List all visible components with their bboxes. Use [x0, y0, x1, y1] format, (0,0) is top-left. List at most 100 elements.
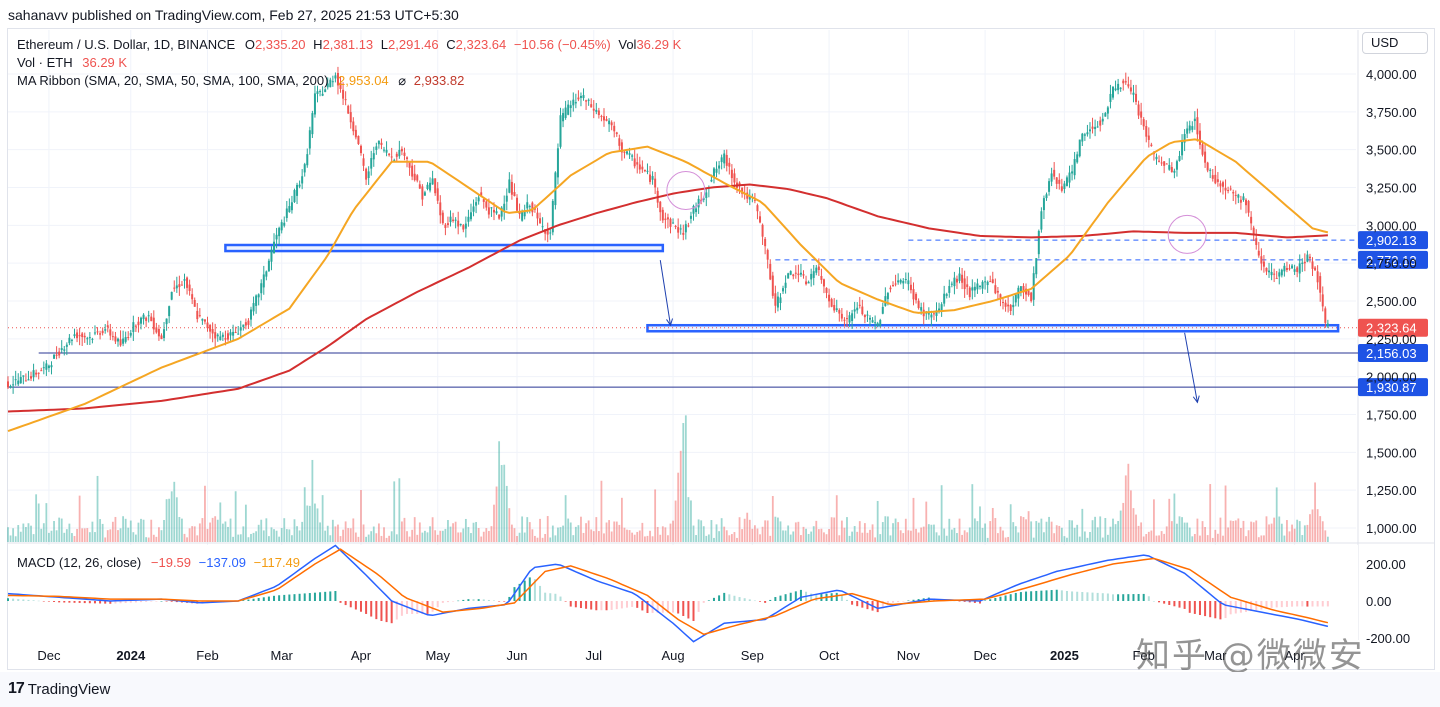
volume-bar [692, 525, 695, 542]
candle-body [1150, 144, 1153, 147]
volume-bar [45, 503, 48, 542]
candle-body [723, 153, 726, 164]
volume-bar [1066, 537, 1068, 542]
candle-body [582, 95, 585, 99]
candle-body [1060, 186, 1063, 191]
volume-bar [1165, 526, 1168, 542]
volume-bar [521, 516, 524, 542]
volume-bar [326, 525, 329, 542]
candle-body [628, 153, 631, 155]
volume-bar [94, 532, 96, 542]
candle-body [296, 184, 299, 196]
volume-bar [293, 519, 296, 542]
candle-body [1316, 271, 1319, 283]
macd-hist-bar [1214, 601, 1217, 619]
candle-body [810, 273, 813, 280]
volume-bar [973, 518, 976, 542]
candle-body [526, 202, 529, 209]
volume-bar [963, 530, 966, 542]
legend-ma-title[interactable]: MA Ribbon (SMA, 20, SMA, 50, SMA, 100, S… [17, 73, 329, 88]
candle-body [311, 113, 314, 135]
candle-body [989, 281, 992, 283]
macd-hist-bar [446, 601, 449, 603]
volume-bar [792, 531, 795, 542]
volume-bar [1242, 520, 1245, 542]
macd-hist-bar [53, 601, 56, 602]
candle-body [308, 130, 311, 149]
volume-bar [124, 518, 127, 542]
price-axis-label: 1,000.00 [1366, 521, 1417, 536]
candle-body [380, 142, 383, 145]
macd-hist-bar [738, 597, 741, 601]
candle-body [35, 372, 38, 375]
macd-hist-bar [1245, 601, 1248, 612]
volume-bar [884, 516, 887, 542]
volume-bar [526, 517, 529, 542]
candle-body [12, 384, 15, 386]
volume-bar [390, 531, 393, 542]
macd-hist-bar [155, 601, 158, 602]
macd-hist-bar [963, 601, 966, 602]
volume-bar [500, 465, 503, 542]
candle-body [1065, 177, 1068, 186]
candle-body [124, 337, 127, 342]
candle-body [165, 318, 168, 325]
volume-bar [268, 536, 270, 542]
macd-hist-bar [605, 601, 608, 611]
legend-symbol[interactable]: Ethereum / U.S. Dollar, 1D, BINANCE [17, 37, 236, 52]
chart-frame[interactable] [7, 28, 1435, 670]
macd-hist-bar [47, 601, 50, 602]
volume-bar [887, 516, 889, 542]
candle-body [1096, 126, 1099, 128]
volume-bar [725, 530, 728, 542]
volume-bar [991, 507, 994, 542]
candle-body [539, 218, 542, 224]
volume-bar [938, 535, 940, 542]
candle-body [206, 322, 209, 329]
candle-body [909, 284, 912, 291]
volume-bar [966, 532, 969, 542]
volume-bar [1239, 527, 1242, 542]
candle-body [874, 322, 877, 324]
macd-hist-bar [7, 598, 9, 601]
volume-bar [682, 423, 685, 542]
candle-body [1160, 162, 1163, 164]
candle-body [978, 285, 981, 287]
volume-bar [1191, 536, 1194, 542]
candle-body [633, 158, 636, 167]
candle-body [492, 209, 495, 213]
macd-hist-bar [1096, 592, 1099, 601]
candle-body [7, 381, 9, 388]
candle-body [106, 325, 109, 328]
macd-hist-bar [42, 601, 45, 602]
volume-bar [122, 516, 125, 542]
volume-bar [308, 505, 311, 542]
volume-bar [933, 524, 935, 542]
candle-body [756, 205, 759, 212]
candle-body [1209, 169, 1212, 171]
candle-body [608, 120, 611, 125]
volume-bar [638, 530, 641, 542]
macd-hist-bar [794, 591, 797, 601]
volume-bar [559, 527, 562, 542]
volume-bar [480, 536, 483, 542]
ma50-line [7, 138, 1329, 433]
currency-button[interactable]: USD [1362, 32, 1428, 54]
volume-bar [42, 523, 45, 542]
tradingview-logo[interactable]: 17 TradingView [8, 680, 110, 698]
candle-body [1035, 258, 1038, 275]
candle-body [1211, 175, 1214, 179]
volume-bar [1237, 518, 1240, 542]
volume-bar [981, 527, 984, 542]
candle-body [649, 174, 652, 182]
candle-body [449, 216, 452, 223]
macd-hist-bar [37, 600, 40, 602]
legend-macd-title[interactable]: MACD (12, 26, close) [17, 555, 142, 570]
candle-body [1229, 188, 1232, 190]
volume-bar [1245, 536, 1247, 542]
volume-bar [459, 532, 462, 542]
candle-body [1042, 198, 1045, 211]
legend-volume-title[interactable]: Vol · ETH [17, 55, 73, 70]
macd-hist-bar [1071, 591, 1074, 601]
